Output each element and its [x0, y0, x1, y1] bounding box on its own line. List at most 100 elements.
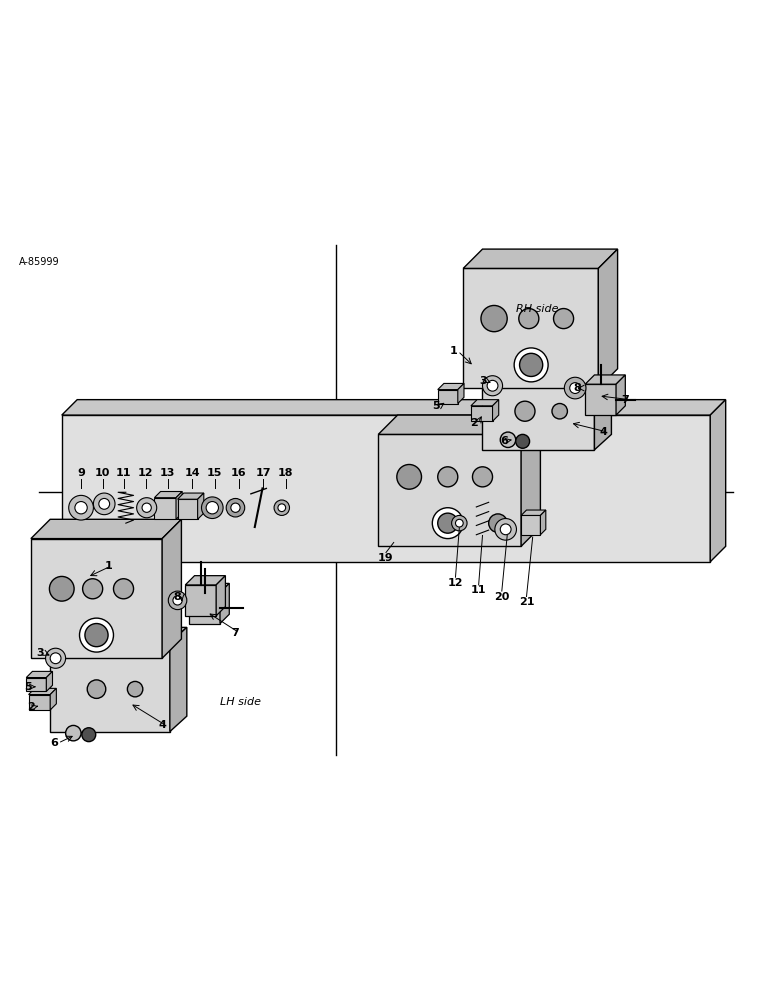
Polygon shape: [594, 353, 611, 450]
Polygon shape: [29, 688, 56, 695]
Text: 4: 4: [158, 720, 166, 730]
FancyBboxPatch shape: [482, 369, 594, 450]
Text: 14: 14: [185, 468, 200, 478]
Text: 7: 7: [232, 628, 239, 638]
Circle shape: [554, 309, 574, 329]
Polygon shape: [62, 400, 726, 415]
FancyBboxPatch shape: [26, 678, 46, 691]
Text: 2: 2: [27, 702, 35, 712]
Polygon shape: [493, 400, 499, 421]
Circle shape: [438, 513, 458, 533]
Text: 8: 8: [174, 592, 181, 602]
Circle shape: [564, 377, 586, 399]
Text: 7: 7: [621, 395, 629, 405]
Polygon shape: [463, 249, 618, 268]
FancyBboxPatch shape: [29, 695, 50, 710]
Polygon shape: [598, 249, 618, 388]
Circle shape: [82, 728, 96, 742]
Circle shape: [87, 680, 106, 698]
Polygon shape: [220, 583, 229, 624]
Circle shape: [455, 519, 463, 527]
Polygon shape: [521, 510, 546, 515]
Text: LH side: LH side: [220, 697, 261, 707]
Text: RH side: RH side: [516, 304, 558, 314]
Circle shape: [66, 725, 81, 741]
Polygon shape: [378, 415, 540, 434]
Polygon shape: [50, 627, 187, 643]
Text: 11: 11: [471, 585, 486, 595]
FancyBboxPatch shape: [62, 415, 710, 562]
Polygon shape: [178, 493, 204, 499]
Circle shape: [168, 591, 187, 610]
Circle shape: [137, 498, 157, 518]
FancyBboxPatch shape: [154, 498, 176, 519]
Circle shape: [274, 500, 290, 515]
Circle shape: [432, 508, 463, 539]
Polygon shape: [50, 688, 56, 710]
Polygon shape: [154, 492, 182, 498]
Text: 13: 13: [160, 468, 175, 478]
Circle shape: [500, 524, 511, 535]
Circle shape: [500, 432, 516, 448]
FancyBboxPatch shape: [438, 390, 458, 403]
Polygon shape: [198, 493, 204, 519]
FancyBboxPatch shape: [585, 384, 616, 415]
Text: 20: 20: [494, 591, 510, 601]
Polygon shape: [710, 400, 726, 562]
FancyBboxPatch shape: [31, 539, 162, 658]
Text: 3: 3: [36, 648, 44, 658]
FancyBboxPatch shape: [463, 268, 598, 388]
Circle shape: [49, 576, 74, 601]
Circle shape: [50, 653, 61, 664]
Circle shape: [99, 498, 110, 509]
FancyBboxPatch shape: [471, 406, 493, 421]
Polygon shape: [31, 519, 181, 539]
Circle shape: [46, 648, 66, 668]
Circle shape: [69, 495, 93, 520]
Circle shape: [515, 401, 535, 421]
Circle shape: [472, 467, 493, 487]
Text: 18: 18: [278, 468, 293, 478]
Circle shape: [93, 493, 115, 515]
Circle shape: [231, 503, 240, 512]
Text: 8: 8: [574, 383, 581, 393]
Circle shape: [514, 348, 548, 382]
Text: 4: 4: [600, 427, 608, 437]
Text: 6: 6: [50, 738, 58, 748]
Text: 9: 9: [77, 468, 85, 478]
Circle shape: [489, 514, 507, 532]
Polygon shape: [540, 510, 546, 535]
Polygon shape: [189, 583, 229, 593]
Text: 12: 12: [138, 468, 154, 478]
Polygon shape: [616, 375, 625, 415]
Polygon shape: [26, 671, 52, 678]
Text: 5: 5: [24, 682, 32, 692]
Circle shape: [397, 464, 422, 489]
Polygon shape: [185, 576, 225, 585]
Text: 16: 16: [231, 468, 246, 478]
FancyBboxPatch shape: [378, 434, 521, 546]
Circle shape: [113, 579, 134, 599]
Circle shape: [127, 681, 143, 697]
Circle shape: [201, 497, 223, 519]
Polygon shape: [162, 519, 181, 658]
Text: 1: 1: [104, 561, 112, 571]
Circle shape: [452, 515, 467, 531]
Circle shape: [226, 498, 245, 517]
Circle shape: [83, 579, 103, 599]
Circle shape: [570, 383, 581, 393]
Text: 1: 1: [450, 346, 458, 356]
Circle shape: [438, 467, 458, 487]
Polygon shape: [471, 400, 499, 406]
Circle shape: [516, 434, 530, 448]
Polygon shape: [216, 576, 225, 616]
FancyBboxPatch shape: [521, 515, 540, 535]
Circle shape: [80, 618, 113, 652]
Circle shape: [173, 596, 182, 605]
Text: A-85999: A-85999: [19, 257, 60, 267]
Text: 17: 17: [256, 468, 271, 478]
FancyBboxPatch shape: [178, 499, 198, 519]
Circle shape: [75, 502, 87, 514]
Circle shape: [487, 380, 498, 391]
Text: 15: 15: [207, 468, 222, 478]
